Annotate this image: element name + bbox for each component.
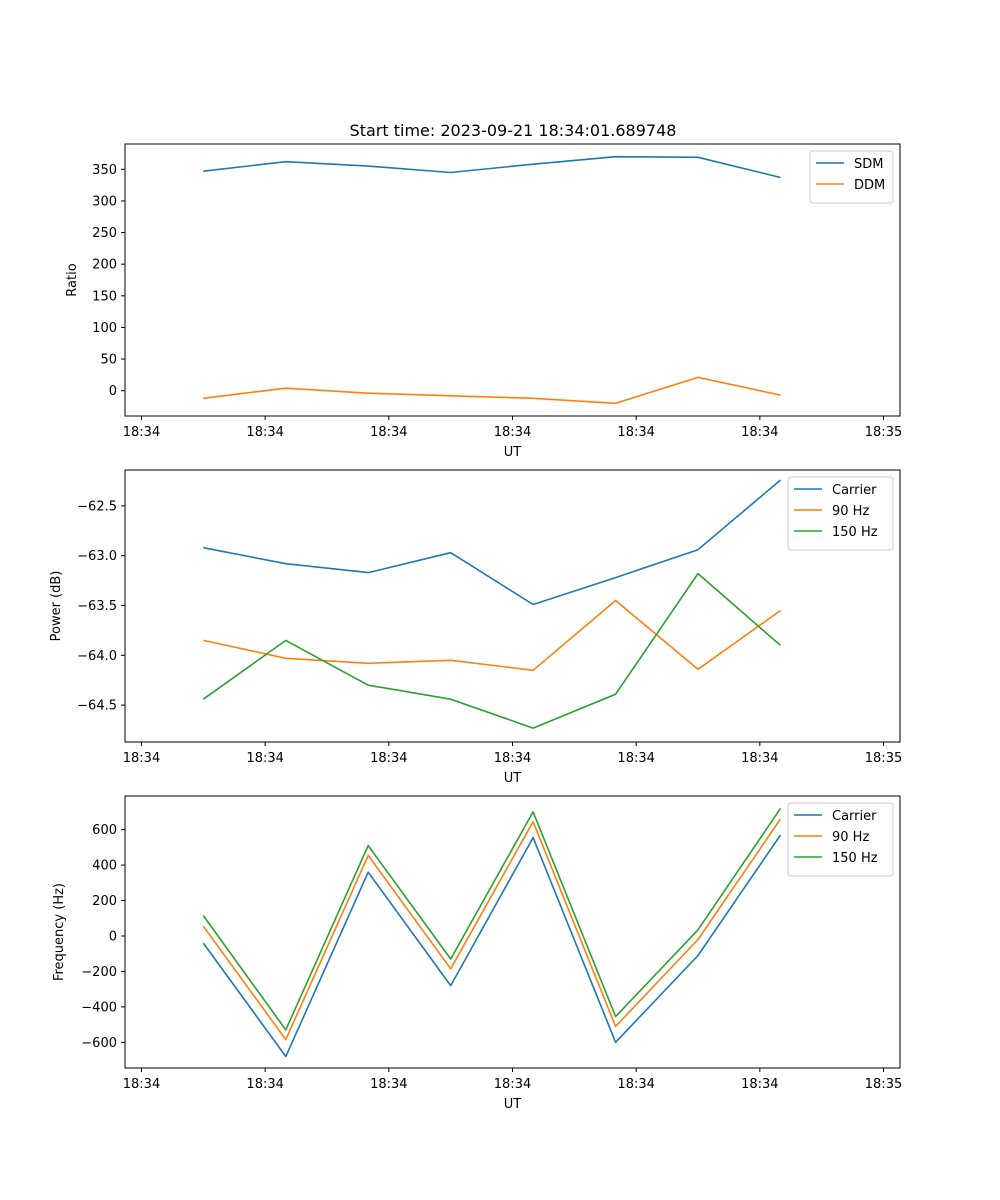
y-axis-label: Ratio (65, 263, 80, 296)
y-tick-label: 400 (92, 859, 117, 874)
y-tick-label: −62.5 (77, 499, 117, 514)
legend-label: 90 Hz (832, 504, 869, 519)
y-axis-label: Power (dB) (49, 571, 64, 642)
axes-frame (124, 143, 901, 417)
legend-label: DDM (854, 178, 885, 193)
x-tick-label: 18:35 (865, 1077, 902, 1092)
y-tick-label: −200 (81, 965, 117, 980)
series-line-carrier (202, 834, 782, 1058)
x-tick-label: 18:34 (370, 1077, 407, 1092)
subplot-2: 18:34 18:34 18:34 18:34 18:34 18:34 18:35 −64.5… (49, 469, 902, 786)
x-tick-label: 18:34 (494, 751, 531, 766)
legend-label: 150 Hz (832, 851, 878, 866)
x-tick-label: 18:34 (617, 751, 654, 766)
x-tick-label: 18:34 (123, 1077, 160, 1092)
x-tick-label: 18:34 (494, 425, 531, 440)
y-tick-label: −400 (81, 1000, 117, 1015)
x-tick-label: 18:34 (370, 751, 407, 766)
series-line-90-hz (202, 818, 782, 1041)
subplot-1: 18:34 18:34 18:34 18:34 18:34 18:34 18:35 0 50 10… (65, 143, 902, 460)
x-tick-label: 18:34 (741, 425, 778, 440)
series-line-sdm (203, 155, 781, 179)
y-tick-label: 100 (92, 321, 117, 336)
y-axis-label: Frequency (Hz) (52, 883, 67, 981)
y-tick-label: −64.5 (77, 699, 117, 714)
legend-frame (809, 150, 894, 204)
y-tick-label: 0 (109, 384, 117, 399)
subplots: 18:34 18:34 18:34 18:34 18:34 18:34 18:35 0 50 10… (49, 143, 902, 1112)
x-axis-label: UT (504, 1097, 522, 1112)
legend-label: 90 Hz (832, 830, 869, 845)
x-tick-label: 18:35 (865, 751, 902, 766)
x-tick-label: 18:34 (741, 751, 778, 766)
y-tick-label: 150 (92, 289, 117, 304)
x-tick-label: 18:34 (246, 751, 283, 766)
figure-title: Start time: 2023-09-21 18:34:01.689748 (350, 121, 677, 140)
y-tick-label: 50 (100, 353, 117, 368)
series-line-150-hz (202, 807, 782, 1031)
x-tick-label: 18:34 (617, 1077, 654, 1092)
series-line-90-hz (203, 599, 781, 672)
series-line-carrier (203, 479, 782, 606)
x-tick-label: 18:34 (246, 425, 283, 440)
y-tick-label: −600 (81, 1036, 117, 1051)
legend-label: Carrier (832, 809, 877, 824)
series-line-150-hz (202, 572, 782, 729)
legend-label: Carrier (832, 483, 877, 498)
series-line-ddm (203, 376, 781, 405)
x-axis-label: UT (504, 771, 522, 786)
y-tick-label: 350 (92, 163, 117, 178)
y-tick-label: 300 (92, 194, 117, 209)
x-tick-label: 18:34 (617, 425, 654, 440)
x-tick-label: 18:34 (246, 1077, 283, 1092)
y-tick-label: 600 (92, 823, 117, 838)
legend-label: 150 Hz (832, 525, 878, 540)
y-tick-label: 200 (92, 894, 117, 909)
y-tick-label: −63.0 (77, 549, 117, 564)
y-tick-label: −63.5 (77, 599, 117, 614)
axes-frame (124, 469, 901, 743)
legend: SDM DDM (809, 150, 894, 204)
y-tick-label: −64.0 (77, 649, 117, 664)
x-tick-label: 18:34 (494, 1077, 531, 1092)
x-tick-label: 18:35 (865, 425, 902, 440)
x-tick-label: 18:34 (123, 751, 160, 766)
x-axis-label: UT (504, 445, 522, 460)
legend: Carrier 90 Hz 150 Hz (787, 476, 894, 551)
legend-label: SDM (854, 157, 883, 172)
subplot-3: 18:34 18:34 18:34 18:34 18:34 18:34 18:35 −600 −… (52, 795, 902, 1112)
y-tick-label: 0 (109, 929, 117, 944)
y-tick-label: 200 (92, 258, 117, 273)
x-tick-label: 18:34 (123, 425, 160, 440)
legend: Carrier 90 Hz 150 Hz (787, 802, 894, 877)
x-tick-label: 18:34 (741, 1077, 778, 1092)
axes-frame (124, 795, 901, 1069)
x-tick-label: 18:34 (370, 425, 407, 440)
y-tick-label: 250 (92, 226, 117, 241)
